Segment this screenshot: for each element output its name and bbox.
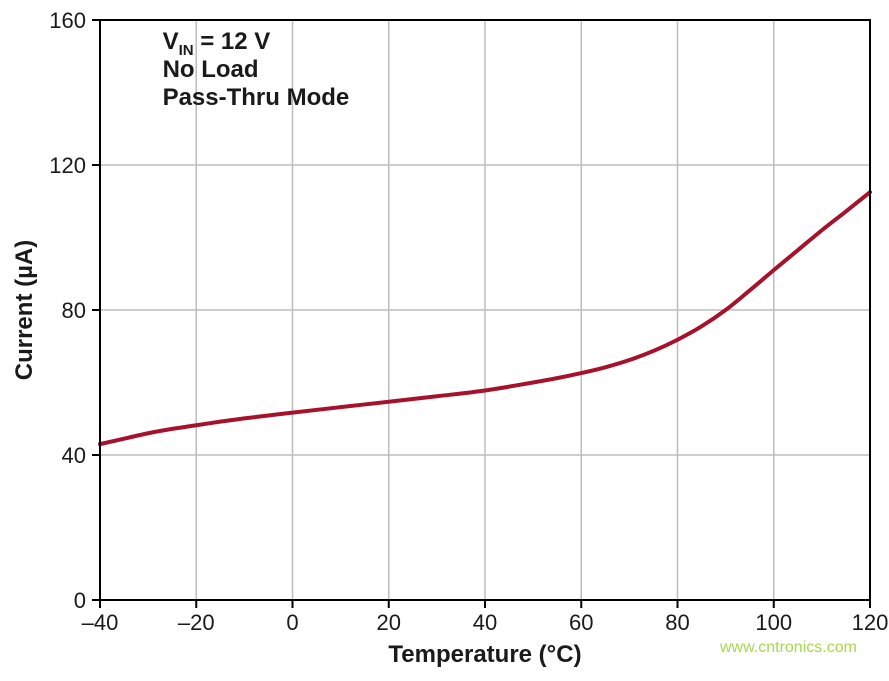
line-chart: –40 –20 0 20 40 60 80 100 120 0 40 80 120 160 Temperat…: [0, 0, 889, 681]
annotation-line: No Load: [163, 56, 259, 83]
chart-container: –40 –20 0 20 40 60 80 100 120 0 40 80 120 160 Temperat…: [0, 0, 889, 681]
xtick-label: 0: [286, 610, 298, 635]
xtick-label: 20: [377, 610, 401, 635]
ytick-label: 0: [74, 588, 86, 613]
xtick-label: 80: [665, 610, 689, 635]
xtick-label: –40: [82, 610, 119, 635]
xtick-label: 60: [569, 610, 593, 635]
y-axis-title: Current (µA): [11, 240, 38, 380]
ytick-label: 160: [49, 8, 86, 33]
annotation-vin-suffix: = 12 V: [194, 28, 271, 55]
xtick-label: –20: [178, 610, 215, 635]
annotation-line: Pass-Thru Mode: [163, 84, 350, 111]
ytick-label: 120: [49, 153, 86, 178]
ytick-label: 40: [62, 443, 86, 468]
ytick-label: 80: [62, 298, 86, 323]
watermark: www.cntronics.com: [719, 639, 857, 656]
xtick-label: 120: [852, 610, 889, 635]
xtick-label: 40: [473, 610, 497, 635]
annotation-vin-prefix: V: [163, 28, 179, 55]
x-axis-title: Temperature (°C): [388, 641, 581, 668]
xtick-label: 100: [755, 610, 792, 635]
